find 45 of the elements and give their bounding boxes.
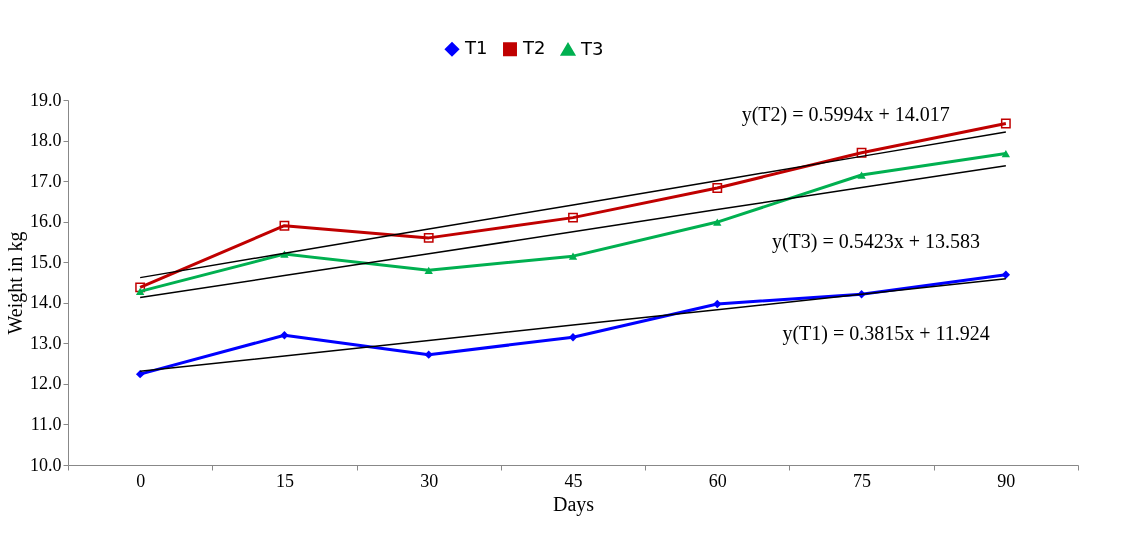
point	[713, 218, 722, 226]
point	[568, 212, 578, 223]
point	[135, 282, 146, 293]
y-tick-label: 10.0	[30, 454, 62, 475]
y-tick-label: 13.0	[30, 332, 62, 353]
y-tick-label: 15.0	[30, 251, 62, 272]
legend-label: T1	[464, 37, 488, 59]
y-tick-label: 18.0	[30, 130, 62, 151]
point	[568, 252, 578, 260]
point	[856, 147, 867, 158]
point	[1000, 118, 1011, 129]
point	[279, 220, 290, 231]
y-axis-title: Weight in kg	[4, 231, 27, 335]
point	[135, 287, 145, 296]
x-tick-label: 90	[997, 470, 1016, 491]
y-tick-label: 16.0	[30, 211, 62, 232]
x-tick-label: 60	[708, 470, 727, 491]
point	[713, 299, 722, 309]
annotation: y(T2) = 0.5994x + 14.017	[741, 102, 950, 126]
x-axis-title: Days	[552, 492, 595, 516]
point	[1001, 270, 1011, 279]
line-series	[139, 131, 1007, 279]
x-tick-label: 0	[136, 470, 146, 491]
x-tick-label: 30	[420, 470, 439, 491]
point	[568, 333, 578, 342]
y-tick-label: 11.0	[30, 413, 62, 434]
y-tick-label: 17.0	[30, 170, 62, 191]
point	[135, 369, 145, 379]
point	[857, 171, 866, 179]
annotation: y(T3) = 0.5423x + 13.583	[771, 230, 981, 254]
x-tick-label: 45	[564, 470, 583, 491]
point	[424, 350, 433, 359]
y-tick-label: 12.0	[30, 373, 62, 394]
x-tick-label: 15	[275, 470, 294, 491]
legend-label: T2	[522, 37, 546, 59]
y-tick-label: 14.0	[30, 292, 62, 313]
legend-label: T3	[580, 37, 604, 59]
point	[424, 266, 433, 274]
point	[280, 331, 289, 340]
y-tick-label: 19.0	[30, 89, 62, 110]
point	[423, 232, 434, 243]
point	[1001, 149, 1011, 158]
annotation: y(T1) = 0.3815x + 11.924	[782, 321, 990, 345]
x-tick-label: 75	[853, 470, 872, 491]
point	[712, 183, 723, 193]
